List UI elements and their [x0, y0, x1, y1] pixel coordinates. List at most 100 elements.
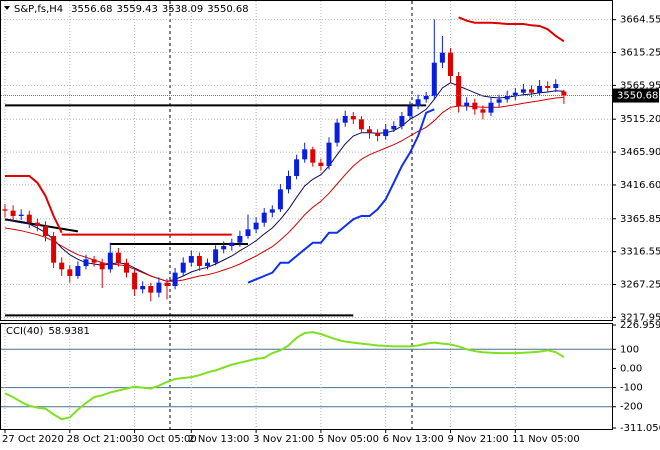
candle-body — [172, 272, 178, 286]
low-value: 3538.09 — [162, 4, 203, 15]
candle-body — [148, 286, 154, 293]
candle-body — [496, 99, 502, 103]
candle-body — [253, 222, 259, 230]
overlay-line — [4, 82, 564, 282]
candle-body — [51, 236, 57, 263]
candle-body — [99, 262, 105, 270]
candle-body — [480, 109, 486, 113]
candle-body — [399, 116, 405, 126]
candle-body — [294, 159, 300, 176]
x-tick-label: 5 Nov 05:00 — [318, 434, 379, 445]
x-tick-label: 28 Oct 21:00 — [67, 434, 132, 445]
candle-body — [358, 119, 364, 130]
candle-body — [43, 226, 48, 236]
cci-label: CCI(40) — [6, 326, 44, 337]
cci-frame — [0, 323, 613, 430]
current-price-label: 3550.68 — [617, 91, 658, 102]
candle-body — [213, 249, 219, 263]
candle-body — [164, 282, 170, 286]
y-tick-label: 3416.60 — [620, 180, 660, 191]
candle-body — [375, 132, 381, 136]
y2-tick-label: -311.0563 — [620, 423, 660, 434]
candle-body — [140, 286, 146, 290]
candle-body — [245, 229, 251, 236]
x-tick-label: 6 Nov 13:00 — [383, 434, 444, 445]
candle-body — [448, 52, 453, 76]
candle-body — [196, 256, 202, 266]
candle-body — [229, 242, 235, 246]
candle-body — [261, 212, 267, 223]
y2-tick-label: 100 — [620, 344, 639, 355]
candle-body — [156, 282, 162, 293]
candle-body — [83, 259, 89, 266]
price-frame — [0, 0, 613, 321]
overlay-line — [4, 96, 564, 282]
candle-body — [75, 266, 81, 276]
candle-body — [302, 149, 308, 160]
candle-body — [472, 102, 478, 110]
candle-body — [237, 236, 243, 243]
candle-body — [423, 96, 429, 100]
menu-triangle — [4, 6, 10, 10]
cci-line — [4, 331, 565, 421]
y-tick-label: 3465.90 — [620, 147, 660, 158]
overlay-line — [5, 16, 565, 234]
open-value: 3556.68 — [71, 4, 112, 15]
candle-body — [188, 256, 194, 263]
candle-body — [439, 52, 445, 63]
candle-body — [205, 262, 210, 266]
y-tick-label: 3316.55 — [620, 247, 660, 258]
candle-body — [34, 222, 40, 226]
candle-body — [334, 122, 340, 143]
x-tick-label: 3 Nov 21:00 — [253, 434, 314, 445]
chart-title: S&P,fs,H4 — [14, 4, 63, 15]
candle-body — [431, 62, 437, 96]
y-tick-label: 3615.25 — [620, 48, 660, 59]
high-value: 3559.43 — [117, 4, 158, 15]
candle-body — [545, 86, 551, 88]
candle-body — [326, 142, 332, 166]
candle-body — [561, 91, 567, 96]
x-tick-label: 9 Nov 21:00 — [448, 434, 509, 445]
candle-body — [269, 209, 275, 213]
candle-body — [407, 106, 413, 116]
candle-body — [115, 252, 121, 263]
y-tick-label: 3267.25 — [620, 280, 660, 291]
x-tick-label: 2 Nov 13:00 — [188, 434, 249, 445]
candle-body — [537, 86, 543, 93]
candle-body — [464, 102, 470, 106]
candle-body — [221, 246, 227, 250]
candle-body — [529, 89, 534, 93]
candle-body — [520, 89, 526, 93]
candle-body — [310, 149, 316, 163]
candle-body — [367, 129, 372, 133]
candle-body — [132, 272, 138, 290]
y-tick-label: 3515.20 — [620, 114, 660, 125]
candle-body — [553, 84, 559, 88]
candle-body — [456, 76, 462, 106]
candle-body — [180, 262, 186, 273]
y2-tick-label: 226.9593 — [620, 320, 660, 331]
candle-body — [277, 189, 283, 210]
y-tick-label: 3565.95 — [620, 80, 660, 91]
current-price-box — [613, 88, 659, 103]
y2-tick-label: -200 — [620, 402, 643, 413]
x-tick-label: 30 Oct 05:00 — [132, 434, 197, 445]
candle-body — [415, 99, 421, 106]
x-tick-label: 27 Oct 2020 — [2, 434, 64, 445]
candle-body — [10, 210, 16, 216]
price-level — [4, 218, 79, 233]
x-tick-label: 11 Nov 05:00 — [512, 434, 579, 445]
y2-tick-label: -100 — [620, 383, 643, 394]
candle-body — [18, 214, 24, 216]
candle-body — [488, 102, 494, 113]
chart-header: S&P,fs,H4 3556.68 3559.43 3538.09 3550.68 — [14, 4, 249, 15]
candle-body — [350, 116, 356, 120]
cci-header: CCI(40) 58.9381 — [6, 326, 90, 337]
close-value: 3550.68 — [207, 4, 248, 15]
y-tick-label: 3664.55 — [620, 15, 660, 26]
candle-body — [26, 214, 32, 223]
candle-body — [124, 262, 129, 273]
